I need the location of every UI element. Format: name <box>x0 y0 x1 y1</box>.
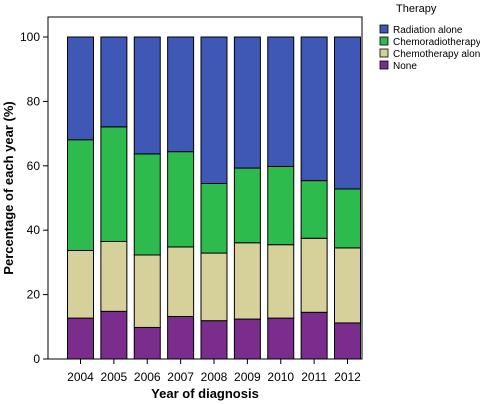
x-tick-label: 2011 <box>301 370 327 384</box>
bar-segment-chemoradiotherapy <box>167 151 195 248</box>
bar-segment-radiation-alone <box>233 36 261 169</box>
bar-segment-none <box>200 320 228 360</box>
legend: Therapy Radiation aloneChemoradiotherapy… <box>379 3 480 72</box>
y-tick-label: 60 <box>27 159 41 173</box>
legend-label: None <box>393 61 417 72</box>
x-tick-label: 2007 <box>167 370 194 384</box>
bar-segment-chemotherapy-alone <box>167 246 195 317</box>
legend-swatch <box>379 48 389 58</box>
bar-segment-none <box>100 310 128 360</box>
bar-segment-radiation-alone <box>300 36 328 182</box>
bar-segment-chemoradiotherapy <box>133 153 161 256</box>
y-tick-label: 40 <box>27 223 41 237</box>
bar-segment-none <box>233 318 261 360</box>
bar-segment-chemoradiotherapy <box>300 180 328 239</box>
bar-segment-radiation-alone <box>167 36 195 153</box>
bar-segment-chemoradiotherapy <box>200 183 228 254</box>
bar-segment-chemoradiotherapy <box>100 126 128 242</box>
bar-segment-radiation-alone <box>200 36 228 185</box>
bar-segment-chemotherapy-alone <box>100 240 128 312</box>
x-tick-label: 2009 <box>234 370 261 384</box>
bar-segment-chemoradiotherapy <box>233 167 261 244</box>
bar-segment-none <box>267 317 295 360</box>
bar-segment-radiation-alone <box>267 36 295 167</box>
bar-segment-chemotherapy-alone <box>133 254 161 328</box>
x-tick-label: 2004 <box>67 370 94 384</box>
y-axis: 0 20 40 60 80 100 <box>20 30 48 366</box>
x-tick-label: 2012 <box>334 370 361 384</box>
x-tick-label: 2006 <box>134 370 161 384</box>
legend-label: Chemoradiotherapy <box>393 37 480 48</box>
legend-label: Chemotherapy alone <box>393 49 480 60</box>
legend-swatch <box>379 36 389 46</box>
bar-segment-radiation-alone <box>133 36 161 155</box>
bar-segment-radiation-alone <box>334 36 361 190</box>
legend-swatch <box>379 24 389 34</box>
x-axis: 2004 2005 2006 2007 2008 2009 2010 2011 2012 <box>67 359 361 384</box>
x-tick-label: 2010 <box>267 370 294 384</box>
bar-segment-chemotherapy-alone <box>67 249 94 319</box>
x-tick-label: 2008 <box>201 370 228 384</box>
bar-segment-radiation-alone <box>67 36 94 141</box>
y-axis-title: Percentage of each year (%) <box>1 101 16 274</box>
bar-segment-chemoradiotherapy <box>67 139 94 251</box>
bar-segment-none <box>167 315 195 360</box>
bar-segment-radiation-alone <box>100 36 128 128</box>
bar-segment-chemotherapy-alone <box>334 247 361 324</box>
bar-segment-chemoradiotherapy <box>267 165 295 246</box>
bar-segment-chemotherapy-alone <box>300 237 328 313</box>
bar-segment-chemotherapy-alone <box>200 252 228 322</box>
bar-segment-chemoradiotherapy <box>334 188 361 249</box>
bar-segment-none <box>300 311 328 360</box>
legend-title: Therapy <box>396 3 437 15</box>
bar-segment-none <box>334 322 361 360</box>
bar-segment-chemotherapy-alone <box>233 242 261 320</box>
bar-segment-none <box>133 326 161 360</box>
x-tick-label: 2005 <box>101 370 128 384</box>
bar-segment-chemotherapy-alone <box>267 244 295 319</box>
y-tick-label: 100 <box>20 30 40 44</box>
bar-segment-none <box>67 317 94 360</box>
bars-group <box>67 36 361 360</box>
y-tick-label: 0 <box>33 352 40 366</box>
x-axis-title: Year of diagnosis <box>151 386 259 401</box>
legend-swatch <box>379 60 389 70</box>
legend-label: Radiation alone <box>393 25 463 36</box>
y-tick-label: 20 <box>27 288 41 302</box>
y-tick-label: 80 <box>27 94 41 108</box>
